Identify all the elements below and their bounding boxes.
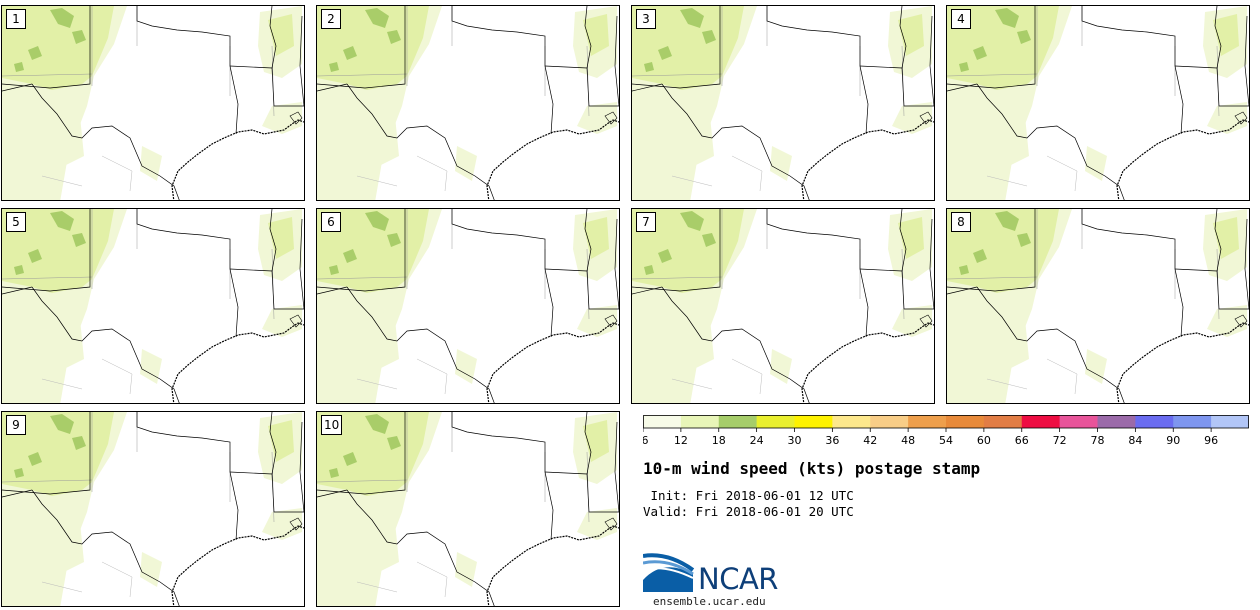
colorbar-segment <box>983 415 1023 428</box>
colorbar-tick-label: 66 <box>1015 434 1029 447</box>
ensemble-member-panel-4: 4 <box>946 5 1250 201</box>
ensemble-member-panel-3: 3 <box>631 5 935 201</box>
colorbar-segment <box>1173 415 1212 428</box>
wind-speed-map <box>2 209 304 403</box>
member-number-label: 6 <box>321 212 341 232</box>
wind-speed-map <box>632 209 934 403</box>
ensemble-member-panel-8: 8 <box>946 208 1250 404</box>
ncar-logo-icon <box>643 553 695 592</box>
colorbar-tick-label: 24 <box>750 434 764 447</box>
wind-speed-map <box>317 209 619 403</box>
member-number-label: 3 <box>636 9 656 29</box>
member-number-label: 1 <box>6 9 26 29</box>
ensemble-member-panel-10: 10 <box>316 411 620 607</box>
member-number-label: 2 <box>321 9 341 29</box>
colorbar-segment <box>1097 415 1136 428</box>
colorbar-tick-label: 72 <box>1053 434 1067 447</box>
colorbar-segment <box>1059 415 1098 428</box>
wind-speed-map <box>947 209 1249 403</box>
wind-speed-colorbar: 6 12 18 24 30 36 42 48 54 60 66 72 78 84 90 96 <box>643 415 1249 447</box>
chart-title: 10-m wind speed (kts) postage stamp <box>643 459 981 478</box>
ensemble-member-panel-1: 1 <box>1 5 305 201</box>
colorbar-tick-label: 60 <box>977 434 991 447</box>
colorbar-segment <box>794 415 833 428</box>
ensemble-member-panel-6: 6 <box>316 208 620 404</box>
colorbar-tick-label: 42 <box>863 434 877 447</box>
wind-speed-map <box>632 6 934 200</box>
colorbar-segment <box>1135 415 1174 428</box>
init-time: Init: Fri 2018-06-01 12 UTC <box>643 488 854 503</box>
ensemble-member-panel-2: 2 <box>316 5 620 201</box>
member-number-label: 8 <box>951 212 971 232</box>
colorbar-segment <box>946 415 985 428</box>
colorbar-segment <box>1021 415 1061 428</box>
member-number-label: 7 <box>636 212 656 232</box>
colorbar-segment <box>832 415 871 428</box>
colorbar-segment <box>718 415 758 428</box>
colorbar-tick-label: 12 <box>674 434 688 447</box>
member-number-label: 5 <box>6 212 26 232</box>
member-number-label: 9 <box>6 415 26 435</box>
colorbar-tick-label: 6 <box>643 434 649 447</box>
wind-speed-map <box>2 412 304 606</box>
colorbar-tick-label: 78 <box>1091 434 1105 447</box>
colorbar-segment <box>643 415 682 428</box>
colorbar-tick-label: 96 <box>1204 434 1218 447</box>
colorbar-segment <box>908 415 947 428</box>
colorbar-segment <box>756 415 795 428</box>
colorbar-tick-label: 48 <box>901 434 915 447</box>
wind-speed-map <box>947 6 1249 200</box>
colorbar-tick-label: 18 <box>712 434 726 447</box>
member-number-label: 10 <box>321 415 343 435</box>
colorbar-segment <box>1211 415 1249 428</box>
ensemble-url[interactable]: ensemble.ucar.edu <box>653 595 766 608</box>
colorbar-segment <box>680 415 720 428</box>
ncar-logo-text: NCAR <box>698 562 778 596</box>
colorbar-tick-label: 30 <box>788 434 802 447</box>
colorbar-tick-label: 84 <box>1128 434 1142 447</box>
wind-speed-map <box>2 6 304 200</box>
colorbar-tick-label: 54 <box>939 434 953 447</box>
member-number-label: 4 <box>951 9 971 29</box>
ensemble-member-panel-7: 7 <box>631 208 935 404</box>
colorbar-segment <box>870 415 909 428</box>
ensemble-member-panel-9: 9 <box>1 411 305 607</box>
valid-time: Valid: Fri 2018-06-01 20 UTC <box>643 504 854 519</box>
wind-speed-map <box>317 412 619 606</box>
wind-speed-map <box>317 6 619 200</box>
ensemble-member-panel-5: 5 <box>1 208 305 404</box>
colorbar-tick-label: 36 <box>825 434 839 447</box>
colorbar-tick-label: 90 <box>1166 434 1180 447</box>
